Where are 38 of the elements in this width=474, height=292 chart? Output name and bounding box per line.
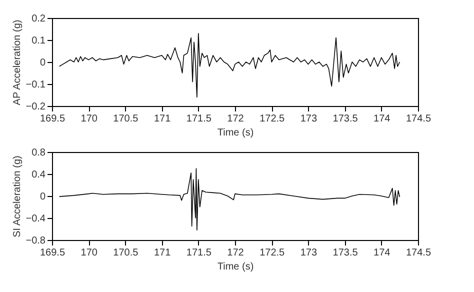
x-tick-label: 171	[154, 248, 172, 258]
x-tick-label: 174.5	[406, 114, 432, 124]
x-tick-label: 170.5	[113, 248, 139, 258]
x-tick-label: 171	[154, 114, 172, 124]
x-tick-label: 169.5	[40, 248, 66, 258]
x-tick-label: 172.5	[260, 248, 286, 258]
x-tick-label: 174	[374, 114, 391, 124]
y-axis-title: AP Acceleration (g)	[12, 20, 23, 106]
y-tick-label: −0.8	[26, 236, 46, 246]
x-tick-label: 172.5	[260, 114, 286, 124]
y-tick-label: 0.4	[32, 170, 46, 180]
x-tick-label: 170	[80, 248, 98, 258]
line-series	[58, 33, 400, 98]
y-tick-label: 0	[40, 58, 46, 68]
x-tick-label: 170.5	[113, 114, 139, 124]
x-tick-label: 169.5	[40, 114, 66, 124]
y-tick-label: −0.4	[26, 214, 46, 224]
x-axis-title: Time (s)	[217, 262, 254, 272]
y-tick-label: 0.8	[32, 148, 46, 158]
y-tick-label: 0.2	[32, 14, 46, 24]
x-tick-label: 174	[374, 248, 391, 258]
x-tick-label: 170	[80, 114, 98, 124]
y-tick-label: 0.1	[32, 36, 46, 46]
y-axis-title: SI Acceleration (g)	[12, 156, 23, 238]
x-tick-label: 173.5	[332, 248, 358, 258]
x-tick-label: 174.5	[406, 248, 432, 258]
x-tick-label: 171.5	[186, 248, 212, 258]
x-tick-label: 173	[300, 248, 318, 258]
x-tick-label: 171.5	[186, 114, 212, 124]
y-tick-label: −0.2	[26, 102, 46, 112]
x-tick-label: 173	[300, 114, 318, 124]
y-tick-label: 0	[40, 192, 46, 202]
x-axis-title: Time (s)	[217, 128, 254, 138]
line-series	[58, 168, 400, 230]
y-tick-label: −0.1	[26, 80, 46, 90]
x-tick-label: 173.5	[332, 114, 358, 124]
x-tick-label: 172	[227, 114, 244, 124]
x-tick-label: 172	[227, 248, 244, 258]
